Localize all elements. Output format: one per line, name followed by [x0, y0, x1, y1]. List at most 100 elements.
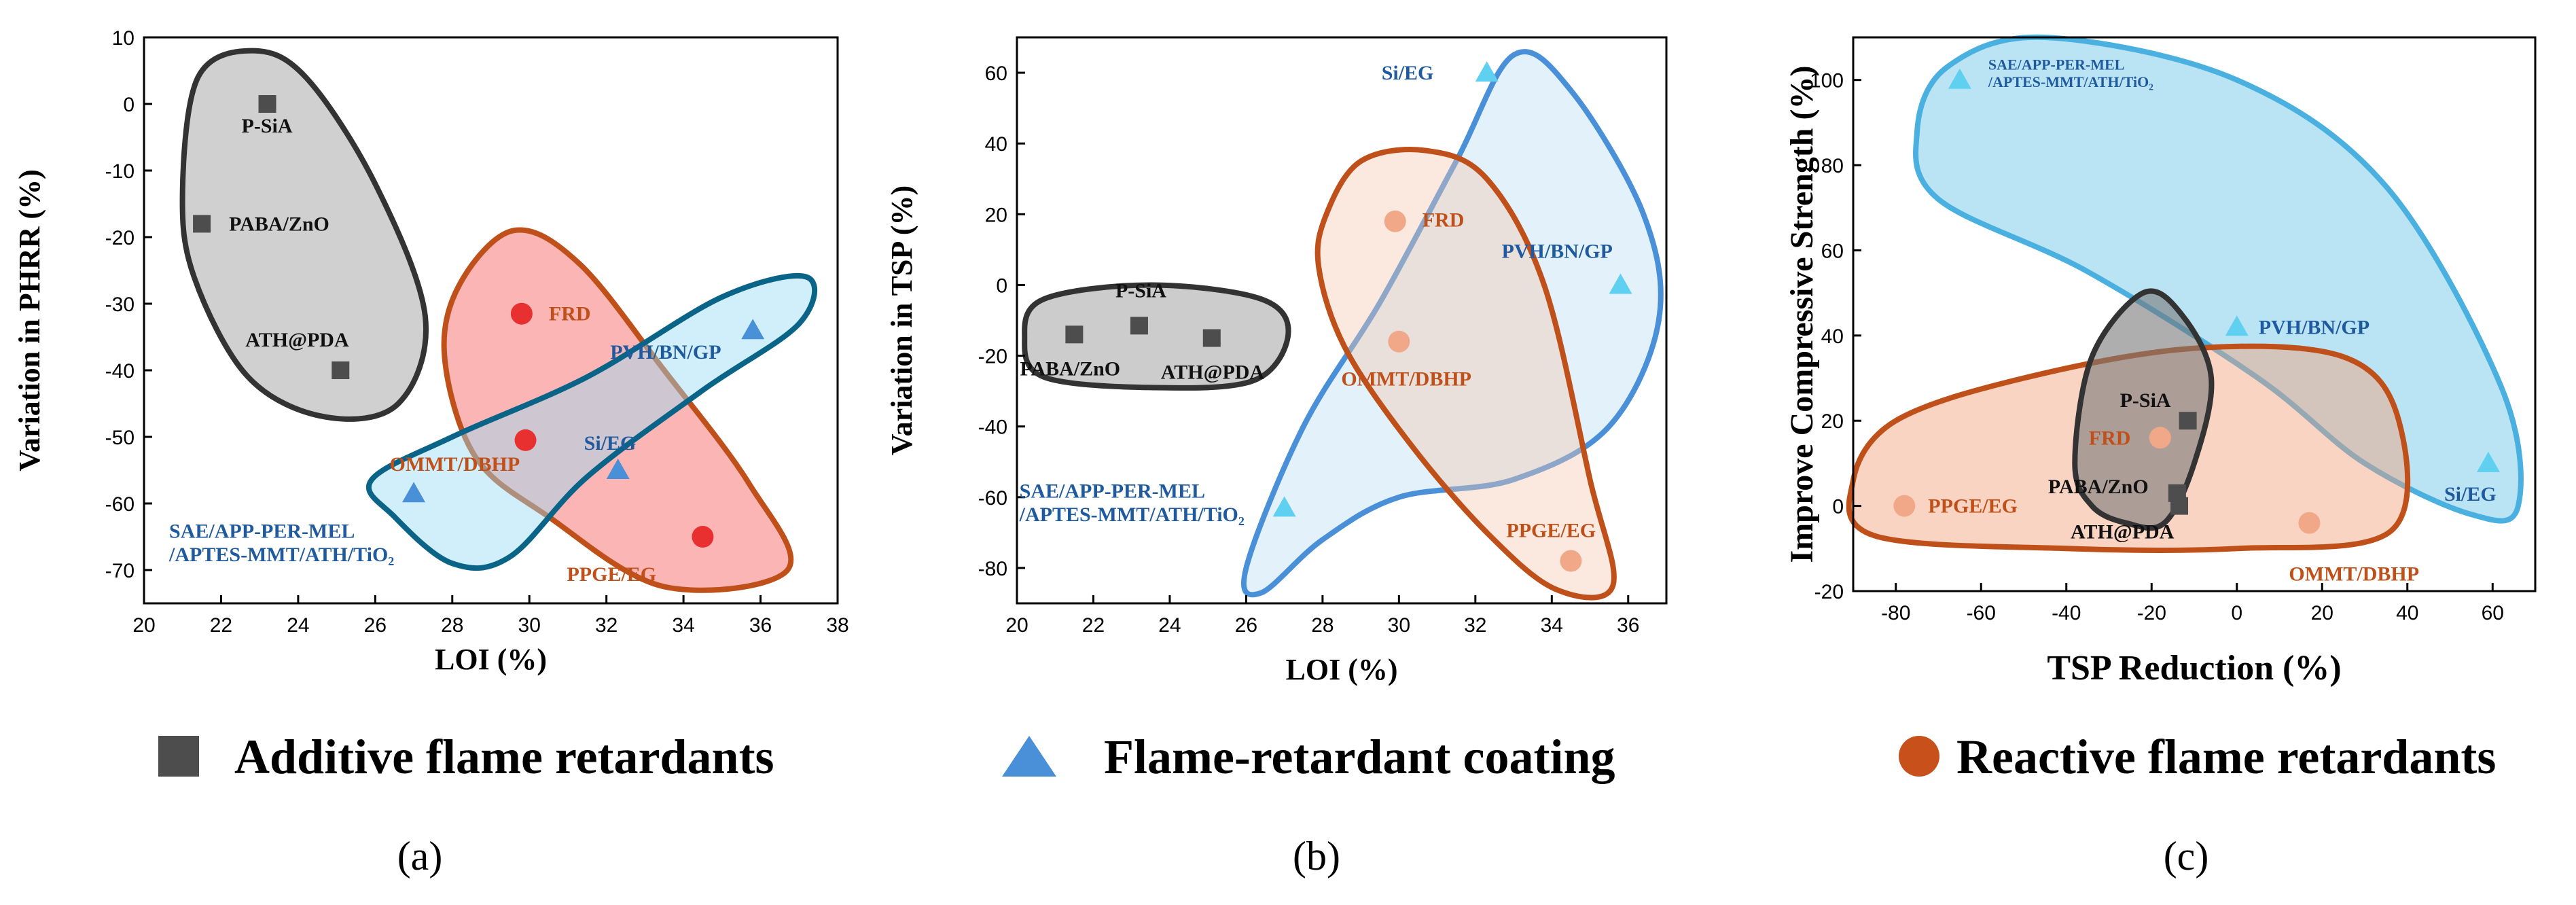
c-x-tick-label: -20 [2137, 602, 2166, 624]
b-y-tick-label: -40 [978, 416, 1007, 439]
c-label-sae-app-per-mel-aptes-mmt-ath-tio: SAE/APP-PER-MEL/APTES-MMT/ATH/TiO₂ [1988, 56, 2153, 90]
a-point-p-sia [258, 95, 276, 113]
b-point-si-eg [1475, 61, 1499, 82]
b-y-tick-label: -20 [978, 346, 1007, 368]
c-point-si-eg [2476, 451, 2500, 472]
a-x-tick-label: 38 [826, 614, 848, 637]
b-y-tick-label: 40 [985, 133, 1007, 156]
a-x-tick-label: 30 [518, 614, 541, 637]
b-points [1065, 61, 1632, 572]
a-label-ath-pda: ATH@PDA [245, 329, 349, 351]
b-label-ppge-eg: PPGE/EG [1506, 520, 1596, 542]
c-point-frd [2149, 427, 2171, 449]
c-y-tick-label: 60 [1821, 240, 1844, 262]
b-label-sae-app-per-mel-aptes-mmt-ath-tio-line1: SAE/APP-PER-MEL [1020, 480, 1205, 502]
b-point-ppge-eg [1560, 550, 1582, 572]
panel-c: -80 -60 -40 -20 0 20 40 60 100 80 60 40 20 0 -20 TSP Re… [1784, 34, 2537, 688]
b-label-ommt-dbhp: OMMT/DBHP [1341, 368, 1471, 391]
c-y-tick-label: 0 [1832, 496, 1844, 518]
b-cluster-region-0 [1022, 282, 1291, 391]
c-x-tick-label: 20 [2311, 602, 2333, 624]
c-label-sae-app-per-mel-aptes-mmt-ath-tio-line2: /APTES-MMT/ATH/TiO₂ [1988, 73, 2153, 90]
a-x-tick-label: 28 [441, 614, 463, 637]
legend-marker-circle-icon [1899, 736, 1939, 777]
c-label-paba-zno: PABA/ZnO [2048, 476, 2149, 498]
a-y-tick-label: -40 [105, 360, 135, 383]
b-x-tick-label: 28 [1311, 614, 1334, 637]
b-axes: 20 22 24 26 28 30 32 34 36 60 40 20 0 -20 -40 -60 -80 LOI… [885, 36, 1668, 686]
a-label-pvh-bn-gp: PVH/BN/GP [610, 341, 721, 363]
panel-letter-c: (c) [2164, 834, 2209, 879]
c-x-tick-label: 60 [2482, 602, 2504, 624]
c-plot-frame [1852, 36, 2537, 592]
b-x-tick-label: 30 [1388, 614, 1410, 637]
a-point-sae-app-per-mel-aptes-mmt-ath-tio [402, 482, 426, 503]
c-x-tick-label: 0 [2231, 602, 2242, 624]
a-cluster-region-0 [179, 48, 429, 422]
c-y-tick-label: 20 [1821, 410, 1844, 433]
a-label-sae-app-per-mel-aptes-mmt-ath-tio-line2: /APTES-MMT/ATH/TiO₂ [168, 544, 394, 566]
a-y-tick-label: -70 [105, 560, 135, 582]
panel-a: 20 22 24 26 28 30 32 34 36 38 10 0 -10 -20 -30 -40 -50 -6… [13, 27, 849, 676]
panel-letter-b: (b) [1293, 834, 1340, 879]
c-labels: P-SiA PABA/ZnO ATH@PDA FRD PPGE/EG OMMT/DBHP S… [1928, 56, 2496, 586]
c-x-tick-label: -60 [1967, 602, 1996, 624]
b-y-tick-label: 60 [985, 63, 1007, 85]
b-plot-frame [1016, 36, 1668, 605]
b-x-tick-label: 24 [1158, 614, 1181, 637]
a-labels: P-SiA PABA/ZnO ATH@PDA FRD OMMT/DBHP PPGE/EG P… [168, 115, 721, 586]
c-label-ath-pda: ATH@PDA [2071, 521, 2175, 544]
c-points [1893, 68, 2500, 534]
b-label-ath-pda: ATH@PDA [1161, 361, 1265, 384]
b-x-tick-label: 20 [1005, 614, 1028, 637]
a-y-tick-label: -60 [105, 493, 135, 516]
a-x-tick-label: 34 [672, 614, 694, 637]
a-x-tick-label: 22 [210, 614, 232, 637]
a-x-tick-label: 20 [132, 614, 155, 637]
a-point-ath-pda [332, 361, 350, 379]
b-label-sae-app-per-mel-aptes-mmt-ath-tio-line2: /APTES-MMT/ATH/TiO₂ [1019, 503, 1245, 526]
b-cluster-region-2 [1314, 147, 1617, 601]
c-point-pvh-bn-gp [2225, 315, 2249, 336]
a-x-tick-label: 26 [364, 614, 387, 637]
legend-label-additive: Additive flame retardants [234, 730, 774, 784]
a-point-si-eg [606, 459, 630, 479]
c-regions [1846, 34, 2524, 554]
b-point-ommt-dbhp [1388, 330, 1410, 353]
a-point-ommt-dbhp [514, 429, 537, 451]
c-label-ppge-eg: PPGE/EG [1928, 495, 2018, 518]
a-plot-frame [143, 36, 839, 605]
c-point-ath-pda [2170, 497, 2189, 515]
a-y-tick-label: -50 [105, 427, 135, 449]
c-x-axis-title: TSP Reduction (%) [2047, 649, 2341, 688]
a-label-si-eg: Si/EG [584, 432, 637, 455]
c-label-ommt-dbhp: OMMT/DBHP [2289, 563, 2419, 586]
legend-label-reactive: Reactive flame retardants [1956, 730, 2496, 784]
c-point-ommt-dbhp [2298, 512, 2321, 534]
b-y-tick-label: -60 [978, 487, 1007, 510]
c-point-ppge-eg [1893, 495, 1916, 517]
c-label-pvh-bn-gp: PVH/BN/GP [2259, 316, 2369, 338]
b-labels: P-SiA PABA/ZnO ATH@PDA FRD OMMT/DBHP PPGE/EG S… [1019, 62, 1613, 542]
b-label-frd: FRD [1423, 209, 1465, 232]
b-x-axis-title: LOI (%) [1286, 653, 1398, 686]
a-x-tick-label: 36 [749, 614, 772, 637]
a-y-tick-label: -30 [105, 294, 135, 316]
b-y-tick-label: 0 [996, 274, 1007, 297]
b-point-paba-zno [1065, 325, 1084, 344]
a-regions [179, 48, 818, 593]
c-y-tick-label: 80 [1821, 155, 1844, 177]
a-point-paba-zno [193, 215, 211, 233]
b-label-pvh-bn-gp: PVH/BN/GP [1502, 240, 1613, 262]
b-x-tick-label: 26 [1235, 614, 1257, 637]
a-cluster-region-1 [441, 227, 794, 593]
legend-marker-triangle-icon [1002, 736, 1056, 777]
a-label-p-sia: P-SiA [242, 115, 293, 137]
c-point-sae-app-per-mel-aptes-mmt-ath-tio [1948, 68, 1971, 89]
b-point-p-sia [1130, 317, 1148, 335]
a-label-sae-app-per-mel-aptes-mmt-ath-tio: SAE/APP-PER-MEL/APTES-MMT/ATH/TiO₂ [168, 520, 394, 566]
b-point-sae-app-per-mel-aptes-mmt-ath-tio [1272, 496, 1296, 517]
b-point-pvh-bn-gp [1609, 273, 1632, 294]
b-label-si-eg: Si/EG [1382, 62, 1434, 84]
